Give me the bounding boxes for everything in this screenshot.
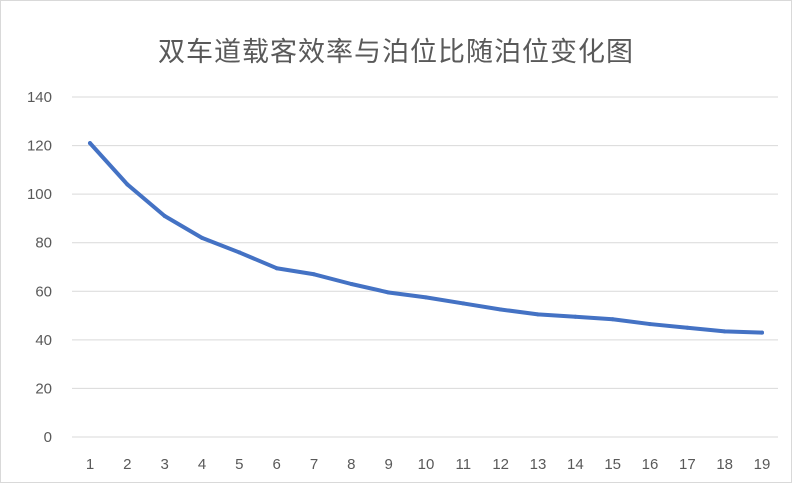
x-tick-label: 7 (310, 456, 318, 473)
series-line-0 (88, 141, 764, 335)
gridlines (72, 96, 778, 438)
x-tick-label: 15 (604, 456, 621, 473)
series-layer (88, 141, 764, 335)
y-tick-label: 80 (35, 235, 52, 252)
data-point (648, 322, 652, 327)
y-tick-label: 20 (35, 380, 52, 397)
x-tick-label: 4 (198, 456, 206, 473)
y-axis-ticks: 0 20 40 60 80 100 120 140 (27, 89, 52, 446)
data-point (312, 272, 316, 277)
x-tick-label: 14 (567, 456, 584, 473)
data-point (349, 282, 354, 286)
x-tick-label: 11 (456, 456, 472, 473)
data-point (237, 250, 242, 255)
y-tick-label: 100 (27, 186, 52, 203)
x-tick-label: 19 (754, 456, 771, 473)
x-tick-label: 13 (530, 456, 547, 473)
data-point (536, 312, 540, 317)
data-point (424, 295, 428, 300)
x-tick-label: 3 (160, 456, 168, 473)
data-point (760, 330, 764, 335)
y-tick-label: 0 (44, 429, 52, 446)
data-point (610, 317, 615, 322)
data-point (461, 301, 466, 306)
x-tick-label: 12 (492, 456, 509, 473)
x-tick-label: 18 (716, 456, 733, 473)
y-tick-label: 40 (35, 332, 52, 349)
y-tick-label: 120 (27, 138, 52, 155)
x-tick-label: 8 (347, 456, 355, 473)
data-point (685, 325, 690, 330)
x-tick-label: 1 (86, 456, 94, 473)
x-tick-label: 5 (235, 456, 243, 473)
x-tick-label: 2 (123, 456, 131, 473)
x-tick-label: 17 (679, 456, 696, 473)
y-tick-label: 60 (35, 283, 52, 300)
data-point (125, 182, 130, 187)
x-tick-label: 16 (642, 456, 659, 473)
data-point (386, 290, 391, 295)
x-axis-ticks: 1 2 3 4 5 6 7 8 9 10 11 12 13 14 15 16 17 18 19 (86, 456, 771, 473)
data-point (498, 307, 503, 312)
x-tick-label: 6 (272, 456, 280, 473)
data-point (274, 266, 279, 271)
data-point (722, 329, 727, 334)
data-point (573, 314, 578, 319)
x-tick-label: 10 (418, 456, 435, 473)
data-point (88, 141, 92, 146)
x-tick-label: 9 (384, 456, 392, 473)
chart-title: 双车道载客效率与泊位比随泊位变化图 (158, 37, 634, 68)
data-point (200, 235, 204, 240)
y-tick-label: 140 (27, 89, 52, 106)
data-point (162, 214, 167, 218)
